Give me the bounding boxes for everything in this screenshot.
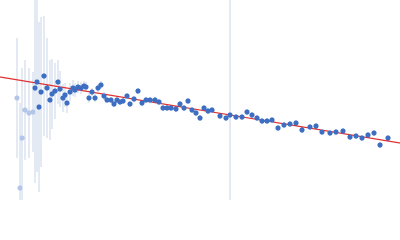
point: [181, 105, 187, 111]
point: [57, 86, 63, 92]
point: [92, 95, 98, 101]
point: [223, 115, 229, 121]
point: [124, 93, 130, 99]
point: [259, 118, 265, 124]
point: [281, 122, 287, 128]
point: [67, 89, 73, 95]
point: [293, 120, 299, 126]
point: [371, 130, 377, 136]
point: [197, 115, 203, 121]
point: [52, 88, 58, 94]
point: [377, 142, 383, 148]
point: [135, 88, 141, 94]
point: [327, 130, 333, 136]
point: [227, 112, 233, 118]
point: [14, 95, 20, 101]
point: [193, 110, 199, 116]
point: [36, 104, 42, 110]
point: [26, 110, 32, 116]
point: [41, 73, 47, 79]
point: [19, 135, 25, 141]
point: [147, 97, 153, 103]
point: [307, 124, 313, 130]
point: [319, 129, 325, 135]
point: [30, 109, 36, 115]
point: [156, 99, 162, 105]
point: [98, 82, 104, 88]
point: [89, 89, 95, 95]
point: [160, 105, 166, 111]
point: [275, 125, 281, 131]
point: [313, 123, 319, 129]
fit-line: [0, 76, 400, 144]
point: [249, 112, 255, 118]
point: [104, 97, 110, 103]
point: [86, 95, 92, 101]
point: [269, 117, 275, 123]
point: [254, 115, 260, 121]
point: [17, 185, 23, 191]
point: [164, 105, 170, 111]
point: [239, 114, 245, 120]
point: [189, 107, 195, 113]
point: [299, 127, 305, 133]
point: [34, 79, 40, 85]
point: [287, 121, 293, 127]
point: [143, 97, 149, 103]
point: [264, 118, 270, 124]
point: [233, 114, 239, 120]
point: [347, 134, 353, 140]
point: [205, 108, 211, 114]
point: [333, 129, 339, 135]
point: [111, 101, 117, 107]
point: [185, 98, 191, 104]
point: [385, 135, 391, 141]
point: [209, 107, 215, 113]
point: [83, 84, 89, 90]
chart: [0, 0, 400, 200]
point: [108, 97, 114, 103]
point: [340, 128, 346, 134]
point: [101, 93, 107, 99]
point: [32, 85, 38, 91]
point: [365, 132, 371, 138]
point: [55, 79, 61, 85]
point: [62, 92, 68, 98]
point: [22, 107, 28, 113]
point: [47, 97, 53, 103]
point: [353, 133, 359, 139]
point: [177, 101, 183, 107]
point: [168, 105, 174, 111]
point: [127, 101, 133, 107]
point: [359, 135, 365, 141]
point: [244, 109, 250, 115]
point: [173, 106, 179, 112]
point: [201, 105, 207, 111]
point: [120, 98, 126, 104]
point: [38, 89, 44, 95]
point: [152, 97, 158, 103]
point: [44, 85, 50, 91]
point: [217, 113, 223, 119]
point: [131, 96, 137, 102]
point: [139, 100, 145, 106]
point: [64, 100, 70, 106]
